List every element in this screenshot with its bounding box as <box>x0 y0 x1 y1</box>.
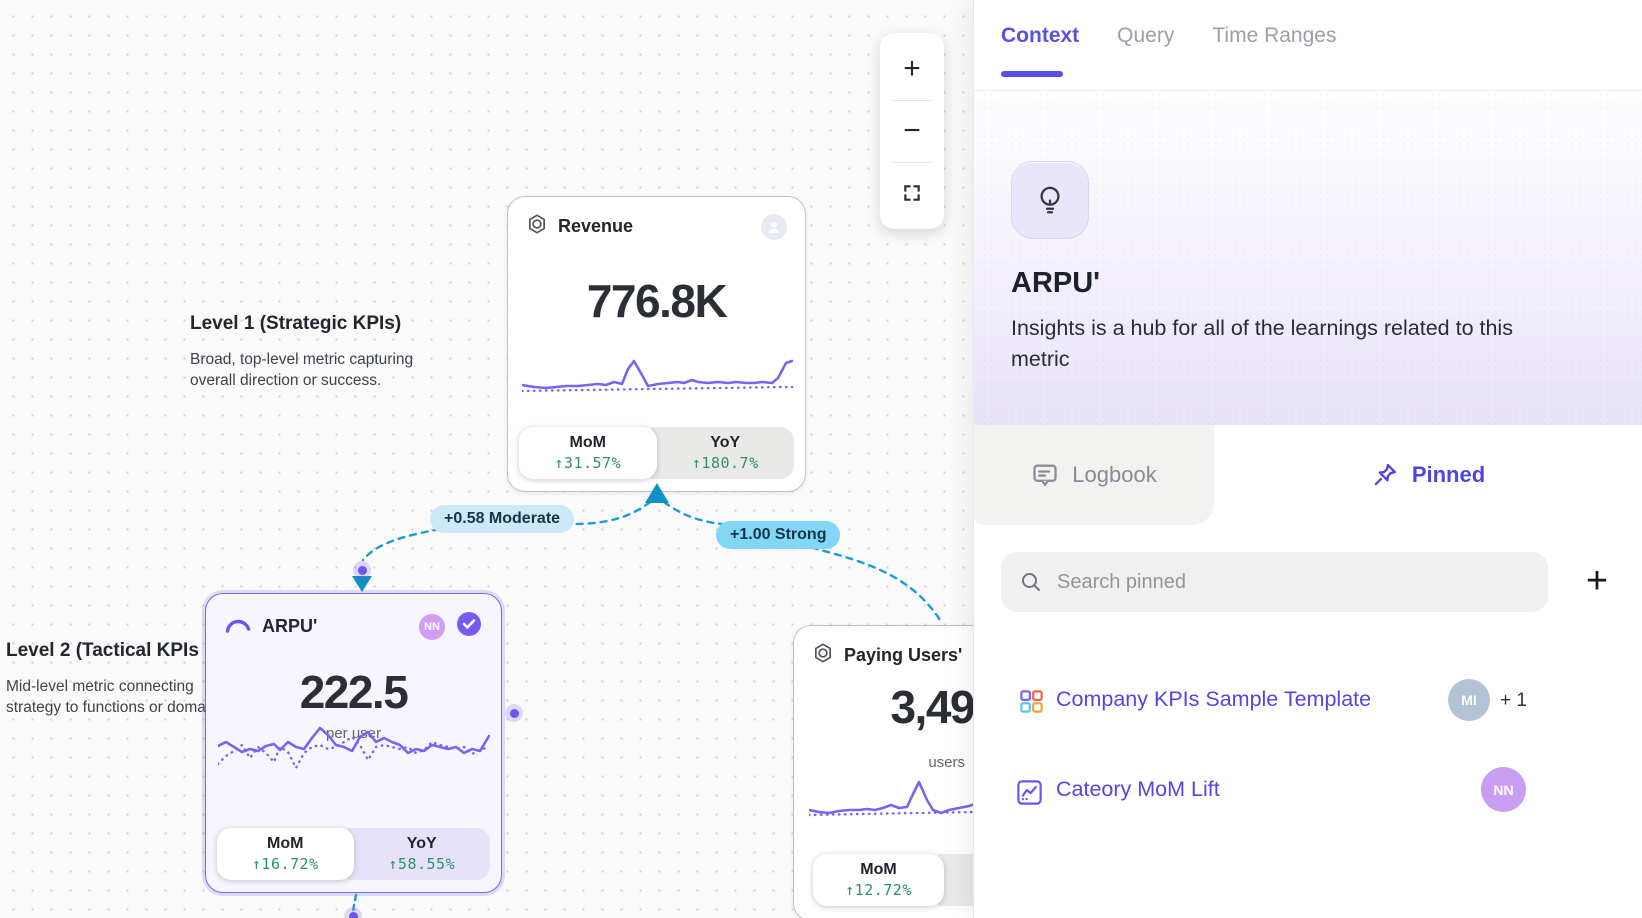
sparkline <box>522 359 794 393</box>
hexagon-metric-icon <box>812 642 834 669</box>
metric-card-arpu[interactable]: ARPU' NN 222.5 per user MoM ↑1 <box>205 593 502 893</box>
details-sidebar: Context Query Time Ranges ARPU' Insights… <box>973 0 1642 918</box>
card-title: Revenue <box>558 216 634 236</box>
mom-value: ↑12.72% <box>845 881 912 899</box>
metric-value: 222.5 <box>299 666 409 718</box>
yoy-value: ↑58.55% <box>388 855 456 873</box>
sparkline <box>218 726 490 771</box>
sparkline <box>809 780 979 817</box>
level2-description-line2: strategy to functions or doma <box>6 699 206 716</box>
yoy-label: YoY <box>710 434 741 451</box>
context-header: ARPU' Insights is a hub for all of the l… <box>974 91 1642 425</box>
metric-tree-canvas[interactable]: Level 1 (Strategic KPIs) Broad, top-leve… <box>0 0 1093 918</box>
context-description: Insights is a hub for all of the learnin… <box>1011 316 1513 371</box>
connection-handle-arpu-right[interactable] <box>505 704 523 722</box>
mom-pill[interactable]: MoM ↑12.72% <box>813 854 944 906</box>
level1-description: Broad, top-level metric capturing overal… <box>190 351 414 389</box>
fit-view-button[interactable] <box>880 167 944 219</box>
context-metric-title: ARPU' <box>1011 267 1101 299</box>
pinned-label: Pinned <box>1411 462 1486 487</box>
active-tab-indicator <box>1001 71 1063 77</box>
owner-avatar-icon <box>761 213 787 240</box>
level1-title: Level 1 (Strategic KPIs) <box>190 313 402 334</box>
verified-badge-icon <box>455 610 483 643</box>
lightbulb-icon <box>1040 186 1060 214</box>
tab-query[interactable]: Query <box>1117 24 1175 47</box>
tab-time-ranges[interactable]: Time Ranges <box>1212 24 1337 47</box>
collaborator-avatar: NN <box>419 613 445 640</box>
logbook-comment-icon <box>1033 464 1057 487</box>
subtab-pinned[interactable]: Pinned <box>1214 425 1642 525</box>
pinned-search-row: + <box>974 552 1642 612</box>
context-subtabs: Logbook Pinned <box>974 425 1642 525</box>
metric-unit: users <box>928 754 965 771</box>
level1-annotation[interactable]: Level 1 (Strategic KPIs) Broad, top-leve… <box>190 313 430 391</box>
level2-annotation[interactable]: Level 2 (Tactical KPIs Mid-level metric … <box>6 640 206 718</box>
mom-pill[interactable]: MoM ↑31.57% <box>519 427 657 479</box>
metric-card-revenue[interactable]: Revenue 776.8K MoM ↑31.57% Yo <box>507 196 806 492</box>
search-pinned-input[interactable] <box>1057 570 1530 594</box>
mom-label: MoM <box>267 835 304 852</box>
level2-description-line1: Mid-level metric connecting <box>6 678 194 695</box>
template-grid-icon <box>1018 688 1045 720</box>
mom-value: ↑31.57% <box>554 454 622 472</box>
zoom-out-button[interactable]: − <box>903 114 921 147</box>
pin-icon <box>1374 463 1396 486</box>
edge-label-moderate[interactable]: +0.58 Moderate <box>430 505 575 533</box>
pinned-item-category-mom-lift[interactable]: Cateory MoM Lift NN <box>974 762 1642 822</box>
metric-value: 776.8K <box>586 275 728 327</box>
card-title: ARPU' <box>262 616 318 636</box>
card-title: Paying Users' <box>844 645 963 665</box>
mom-value: ↑16.72% <box>251 855 319 873</box>
subtab-logbook[interactable]: Logbook <box>974 425 1214 525</box>
yoy-value: ↑180.7% <box>691 454 759 472</box>
pinned-item-company-kpis[interactable]: Company KPIs Sample Template MI + 1 <box>974 672 1642 732</box>
sidebar-tabs: Context Query Time Ranges <box>1001 24 1336 48</box>
yoy-pill[interactable]: YoY ↑58.55% <box>347 828 490 880</box>
avatar-mi: MI <box>1448 679 1490 721</box>
search-box[interactable] <box>1001 552 1548 612</box>
yoy-pill[interactable]: YoY ↑180.7% <box>650 427 794 479</box>
avatar-nn: NN <box>1481 767 1526 812</box>
mom-label: MoM <box>860 861 897 878</box>
mom-label: MoM <box>569 434 606 451</box>
logbook-label: Logbook <box>1072 462 1157 487</box>
add-pinned-button[interactable]: + <box>1585 559 1609 602</box>
fullscreen-icon <box>904 185 920 201</box>
connection-handle-arpu-top[interactable] <box>353 561 371 579</box>
metric-unit: per user <box>325 725 382 742</box>
chart-icon <box>1015 778 1044 812</box>
tabs-divider <box>974 90 1642 91</box>
edge-label-strong[interactable]: +1.00 Strong <box>716 521 841 549</box>
search-icon <box>1022 573 1040 591</box>
pinned-item-label: Cateory MoM Lift <box>1056 777 1220 801</box>
level2-title: Level 2 (Tactical KPIs <box>6 640 199 661</box>
pinned-item-label: Company KPIs Sample Template <box>1056 687 1372 711</box>
connection-handle-arpu-bottom[interactable] <box>344 907 362 918</box>
zoom-controls: + − <box>880 33 944 229</box>
yoy-label: YoY <box>406 835 437 852</box>
zoom-in-button[interactable]: + <box>903 52 921 85</box>
arc-metric-icon <box>224 616 252 638</box>
hexagon-metric-icon <box>526 213 548 240</box>
tab-context[interactable]: Context <box>1001 24 1080 47</box>
metric-value: 3,49 <box>890 681 975 733</box>
mom-pill[interactable]: MoM ↑16.72% <box>217 828 354 880</box>
extra-collaborators-count: + 1 <box>1500 690 1527 711</box>
insight-tile <box>1011 161 1089 239</box>
